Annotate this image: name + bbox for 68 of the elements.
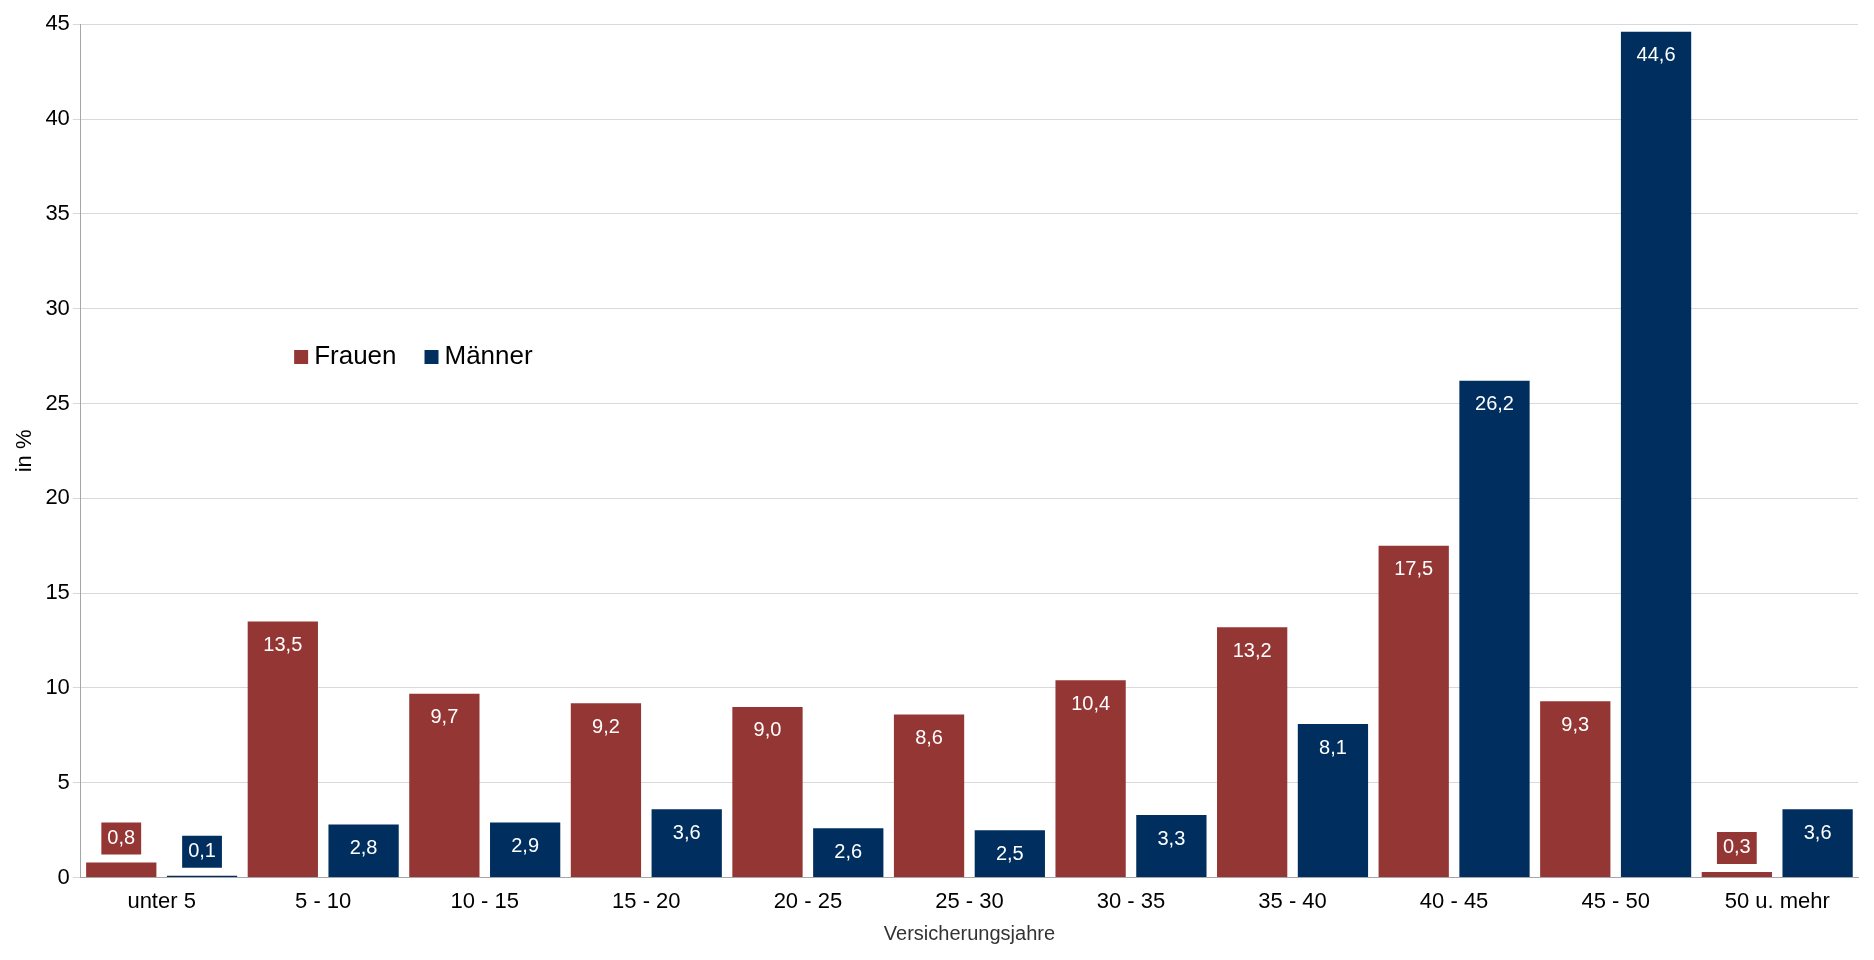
y-tick-label: 20 bbox=[45, 484, 70, 510]
x-tick-label: 5 - 10 bbox=[295, 887, 352, 913]
bar bbox=[409, 693, 480, 878]
bar bbox=[1540, 701, 1611, 878]
x-tick-label: 25 - 30 bbox=[935, 887, 1004, 913]
data-label: 2,5 bbox=[995, 841, 1024, 864]
bar bbox=[1136, 815, 1207, 878]
data-label: 9,2 bbox=[592, 714, 620, 737]
bar bbox=[1620, 31, 1692, 878]
bar bbox=[1701, 871, 1772, 878]
data-label: 9,7 bbox=[430, 705, 459, 728]
bar bbox=[651, 809, 722, 878]
x-tick-label: unter 5 bbox=[127, 887, 196, 913]
data-label: 0,1 bbox=[188, 839, 216, 862]
data-label: 2,6 bbox=[834, 839, 863, 862]
x-tick-label: 10 - 15 bbox=[450, 887, 520, 913]
x-tick-label: 15 - 20 bbox=[612, 887, 681, 913]
x-tick-label: 20 - 25 bbox=[773, 887, 843, 913]
x-tick-label: 30 - 35 bbox=[1096, 887, 1166, 913]
data-label: 2,8 bbox=[349, 836, 378, 859]
y-tick-label: 0 bbox=[57, 863, 70, 889]
x-tick-label: 40 - 45 bbox=[1419, 887, 1489, 913]
bar bbox=[1459, 380, 1530, 878]
bar bbox=[974, 830, 1045, 878]
bar bbox=[813, 828, 884, 878]
data-label: 0,8 bbox=[107, 825, 136, 848]
bar bbox=[247, 621, 318, 878]
legend-label: Männer bbox=[444, 340, 533, 371]
y-tick-label: 5 bbox=[57, 768, 70, 794]
data-label: 9,0 bbox=[753, 718, 782, 741]
data-label: 9,3 bbox=[1561, 712, 1590, 735]
x-tick-label: 50 u. mehr bbox=[1724, 887, 1830, 913]
bar bbox=[893, 714, 965, 878]
y-tick-label: 45 bbox=[45, 10, 70, 36]
data-label: 8,6 bbox=[915, 726, 943, 749]
bar bbox=[328, 824, 399, 878]
x-axis-title: Versicherungsjahre bbox=[883, 921, 1056, 944]
y-tick-label: 10 bbox=[45, 674, 70, 700]
y-tick-label: 35 bbox=[45, 199, 70, 225]
y-tick-label: 40 bbox=[45, 105, 70, 131]
bar bbox=[1378, 545, 1449, 878]
bar bbox=[1297, 723, 1369, 878]
data-label: 26,2 bbox=[1475, 392, 1514, 415]
y-tick-label: 25 bbox=[45, 389, 70, 415]
y-tick-label: 15 bbox=[45, 579, 70, 605]
data-label: 2,9 bbox=[511, 834, 540, 857]
bar bbox=[732, 706, 803, 878]
data-label: 3,6 bbox=[672, 820, 701, 843]
data-label: 17,5 bbox=[1394, 557, 1434, 580]
data-label: 13,2 bbox=[1232, 638, 1272, 661]
bar bbox=[86, 862, 157, 878]
y-tick-label: 30 bbox=[45, 294, 70, 320]
data-label: 0,3 bbox=[1722, 835, 1751, 858]
data-label: 3,6 bbox=[1803, 820, 1832, 843]
bar bbox=[490, 822, 561, 878]
data-label: 3,3 bbox=[1157, 826, 1186, 849]
x-tick-label: 45 - 50 bbox=[1581, 887, 1650, 913]
data-label: 44,6 bbox=[1636, 43, 1676, 66]
x-tick-label: 35 - 40 bbox=[1258, 887, 1327, 913]
data-label: 13,5 bbox=[263, 633, 303, 656]
bar bbox=[1782, 809, 1853, 878]
bar bbox=[1055, 680, 1126, 878]
bar bbox=[570, 703, 642, 878]
legend-label: Frauen bbox=[314, 340, 397, 371]
data-label: 8,1 bbox=[1319, 735, 1347, 758]
y-axis-title: in % bbox=[11, 429, 37, 473]
data-label: 10,4 bbox=[1071, 691, 1111, 714]
bar bbox=[1217, 627, 1288, 878]
